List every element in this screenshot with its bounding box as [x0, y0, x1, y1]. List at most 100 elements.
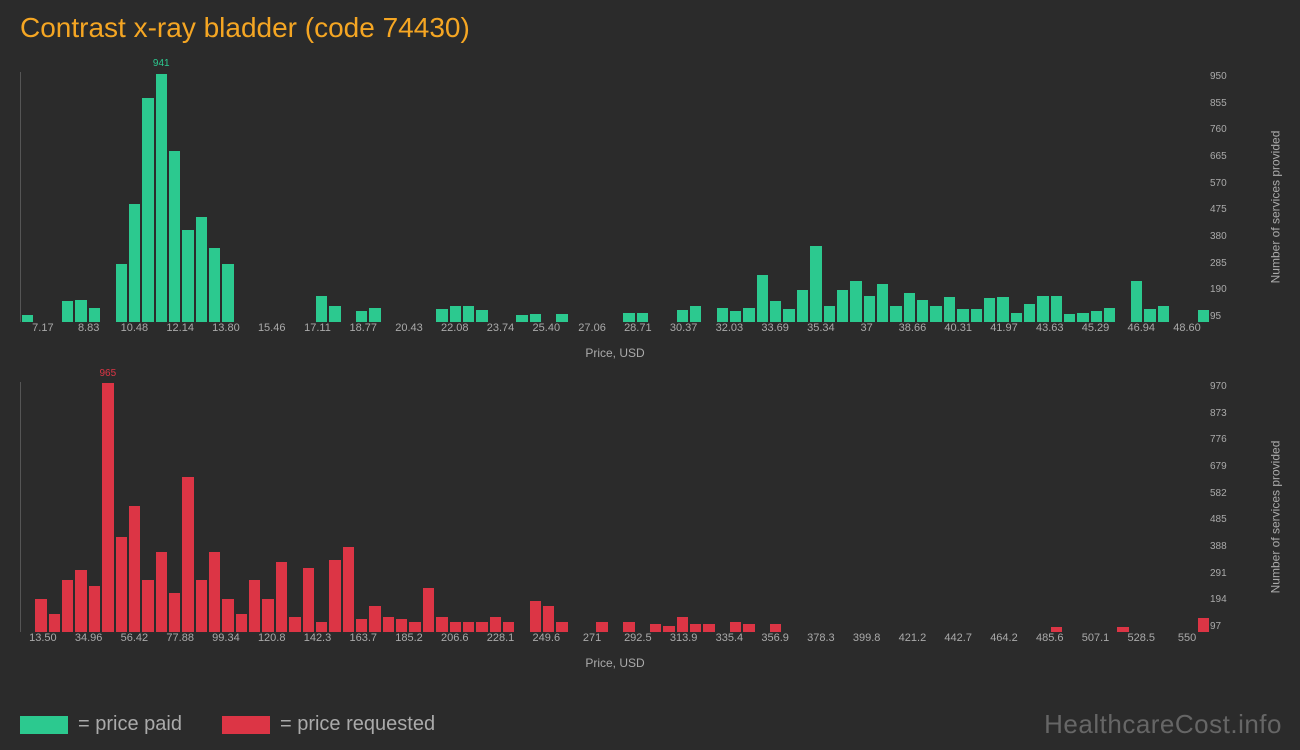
bar [116, 537, 127, 632]
bar [383, 617, 394, 632]
x-tick: 22.08 [432, 322, 478, 342]
x-tick: 30.37 [661, 322, 707, 342]
x-tick: 442.7 [935, 632, 981, 652]
chart-price-paid: 941 7.178.8310.4812.1413.8015.4617.1118.… [20, 52, 1280, 362]
bar [677, 617, 688, 632]
y-tick: 97 [1210, 622, 1250, 632]
x-tick: 271 [569, 632, 615, 652]
bar [129, 506, 140, 632]
bar [476, 622, 487, 632]
x-tick: 77.88 [157, 632, 203, 652]
x-tick: 399.8 [844, 632, 890, 652]
bar [1104, 308, 1115, 322]
bar [703, 624, 714, 632]
x-tick: 27.06 [569, 322, 615, 342]
bar [356, 619, 367, 632]
bar [770, 624, 781, 632]
bar [730, 311, 741, 322]
bar [129, 204, 140, 322]
x-tick: 12.14 [157, 322, 203, 342]
y-tick: 291 [1210, 569, 1250, 579]
bar [824, 306, 835, 322]
x-tick: 15.46 [249, 322, 295, 342]
bar [837, 290, 848, 322]
y-tick: 388 [1210, 542, 1250, 552]
bar [717, 308, 728, 322]
bar [289, 617, 300, 632]
x-tick: 7.17 [20, 322, 66, 342]
x-tick: 335.4 [706, 632, 752, 652]
bar [356, 311, 367, 322]
bars-requested [21, 382, 1210, 632]
x-tick: 40.31 [935, 322, 981, 342]
y-tick: 970 [1210, 382, 1250, 392]
x-tick: 142.3 [295, 632, 341, 652]
x-tick: 313.9 [661, 632, 707, 652]
bar [1011, 313, 1022, 322]
y-tick: 475 [1210, 205, 1250, 215]
y-tick: 950 [1210, 72, 1250, 82]
bar [690, 306, 701, 322]
peak-label-paid: 941 [153, 58, 170, 69]
bars-paid [21, 72, 1210, 322]
bar [1144, 309, 1155, 322]
x-tick: 46.94 [1118, 322, 1164, 342]
bar [182, 477, 193, 632]
bar [276, 562, 287, 632]
bar [1198, 618, 1209, 632]
bar [810, 246, 821, 322]
bar [690, 624, 701, 632]
bar [22, 315, 33, 322]
x-tick: 464.2 [981, 632, 1027, 652]
bar [596, 622, 607, 632]
bar [49, 614, 60, 632]
x-tick: 43.63 [1027, 322, 1073, 342]
bar [1131, 281, 1142, 322]
bar [770, 301, 781, 322]
x-tick: 163.7 [340, 632, 386, 652]
y-tick: 190 [1210, 285, 1250, 295]
y-tick: 582 [1210, 489, 1250, 499]
bar [222, 264, 233, 322]
bar [1091, 311, 1102, 322]
y-axis-paid: 95190285380475570665760855950 [1210, 72, 1250, 322]
bar [490, 617, 501, 632]
x-tick: 35.34 [798, 322, 844, 342]
bar [743, 308, 754, 322]
bar [169, 593, 180, 632]
page-title: Contrast x-ray bladder (code 74430) [0, 0, 1300, 52]
bar [409, 622, 420, 632]
bar [864, 296, 875, 322]
x-tick: 25.40 [523, 322, 569, 342]
y-axis-label-paid: Number of services provided [1269, 207, 1283, 360]
x-tick: 18.77 [340, 322, 386, 342]
x-tick: 120.8 [249, 632, 295, 652]
x-tick: 378.3 [798, 632, 844, 652]
bar [957, 309, 968, 322]
x-tick: 249.6 [523, 632, 569, 652]
legend: = price paid = price requested [20, 713, 435, 736]
x-tick: 33.69 [752, 322, 798, 342]
x-tick: 13.50 [20, 632, 66, 652]
bar [757, 275, 768, 322]
bar [209, 248, 220, 322]
bar [423, 588, 434, 632]
bar [436, 309, 447, 322]
y-axis-label-requested: Number of services provided [1269, 517, 1283, 670]
bar [329, 306, 340, 322]
bar [303, 568, 314, 632]
bar [850, 281, 861, 322]
bar [450, 622, 461, 632]
bar [623, 622, 634, 632]
bar [904, 293, 915, 322]
bar [503, 622, 514, 632]
y-axis-requested: 97194291388485582679776873970 [1210, 382, 1250, 632]
bar [262, 599, 273, 633]
x-tick: 421.2 [890, 632, 936, 652]
bar [463, 622, 474, 632]
bar [450, 306, 461, 322]
bar [971, 309, 982, 322]
bar [930, 306, 941, 322]
bar [142, 580, 153, 632]
bar [476, 310, 487, 322]
